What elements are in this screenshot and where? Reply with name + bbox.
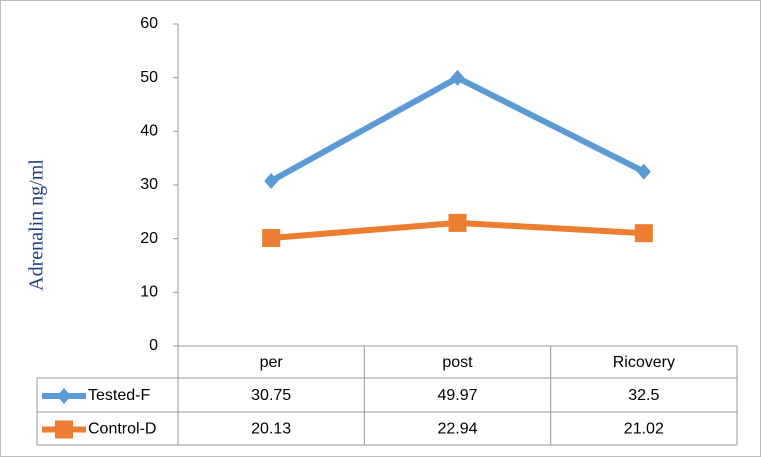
- y-tick-label: 60: [140, 15, 158, 32]
- table-value: 20.13: [251, 421, 291, 438]
- y-tick-label: 30: [140, 176, 158, 193]
- marker: [264, 172, 279, 189]
- y-tick-label: 40: [140, 123, 158, 140]
- y-tick-label: 50: [140, 69, 158, 86]
- legend-label: Tested-F: [88, 387, 150, 404]
- marker: [448, 213, 467, 232]
- x-tick-label: post: [442, 354, 473, 371]
- x-tick-label: Ricovery: [613, 354, 675, 371]
- table-value: 30.75: [251, 387, 291, 404]
- y-tick-label: 10: [140, 284, 158, 301]
- legend-marker: [55, 420, 73, 439]
- y-tick-label: 0: [149, 337, 158, 354]
- y-axis-label: Adrenalin ng/ml: [26, 159, 48, 291]
- y-tick-label: 20: [140, 230, 158, 247]
- marker: [636, 163, 651, 180]
- table-value: 49.97: [437, 387, 477, 404]
- marker: [634, 224, 653, 243]
- legend-marker: [57, 388, 71, 404]
- table-value: 21.02: [624, 421, 664, 438]
- x-tick-label: per: [260, 354, 284, 371]
- legend-label: Control-D: [88, 421, 156, 438]
- marker: [262, 228, 281, 247]
- marker: [450, 69, 465, 86]
- table-value: 22.94: [437, 421, 477, 438]
- table-value: 32.5: [628, 387, 659, 404]
